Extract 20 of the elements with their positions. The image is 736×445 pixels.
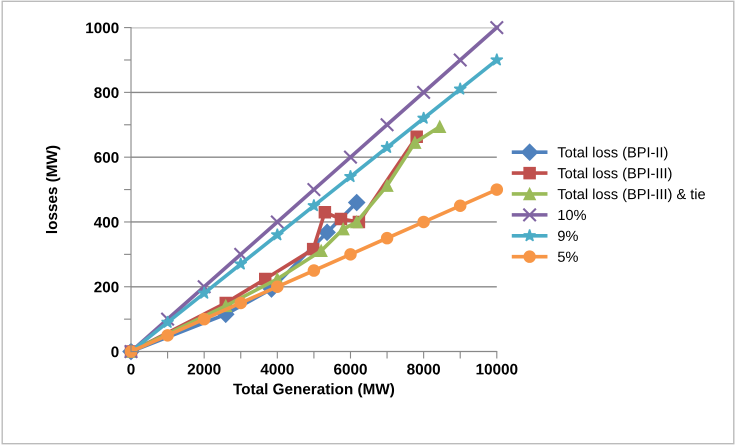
x-tick-label: 6000 — [334, 364, 367, 375]
x-axis-title: Total Generation (MW) — [233, 383, 394, 398]
y-axis-title: losses (MW) — [46, 146, 60, 234]
x-tick-label: 10000 — [476, 364, 518, 375]
legend-label: 5% — [558, 252, 578, 262]
legend-label: Total loss (BPI-III) & tie — [558, 188, 705, 202]
legend-label: 10% — [558, 210, 586, 220]
y-tick-label: 800 — [94, 87, 119, 98]
y-tick-label: 0 — [111, 346, 119, 358]
legend-label: Total loss (BPI-II) — [558, 146, 668, 160]
x-tick-label: 4000 — [260, 364, 294, 375]
y-tick-label: 600 — [94, 152, 119, 163]
legend-label: Total loss (BPI-III) — [558, 168, 672, 182]
x-tick-label: 0 — [127, 364, 135, 375]
x-tick-label: 8000 — [407, 364, 440, 375]
y-tick-label: 1000 — [86, 22, 119, 34]
y-tick-label: 400 — [94, 216, 119, 228]
y-tick-label: 200 — [94, 282, 119, 292]
legend-label: 9% — [558, 230, 578, 242]
x-tick-label: 2000 — [188, 364, 221, 375]
